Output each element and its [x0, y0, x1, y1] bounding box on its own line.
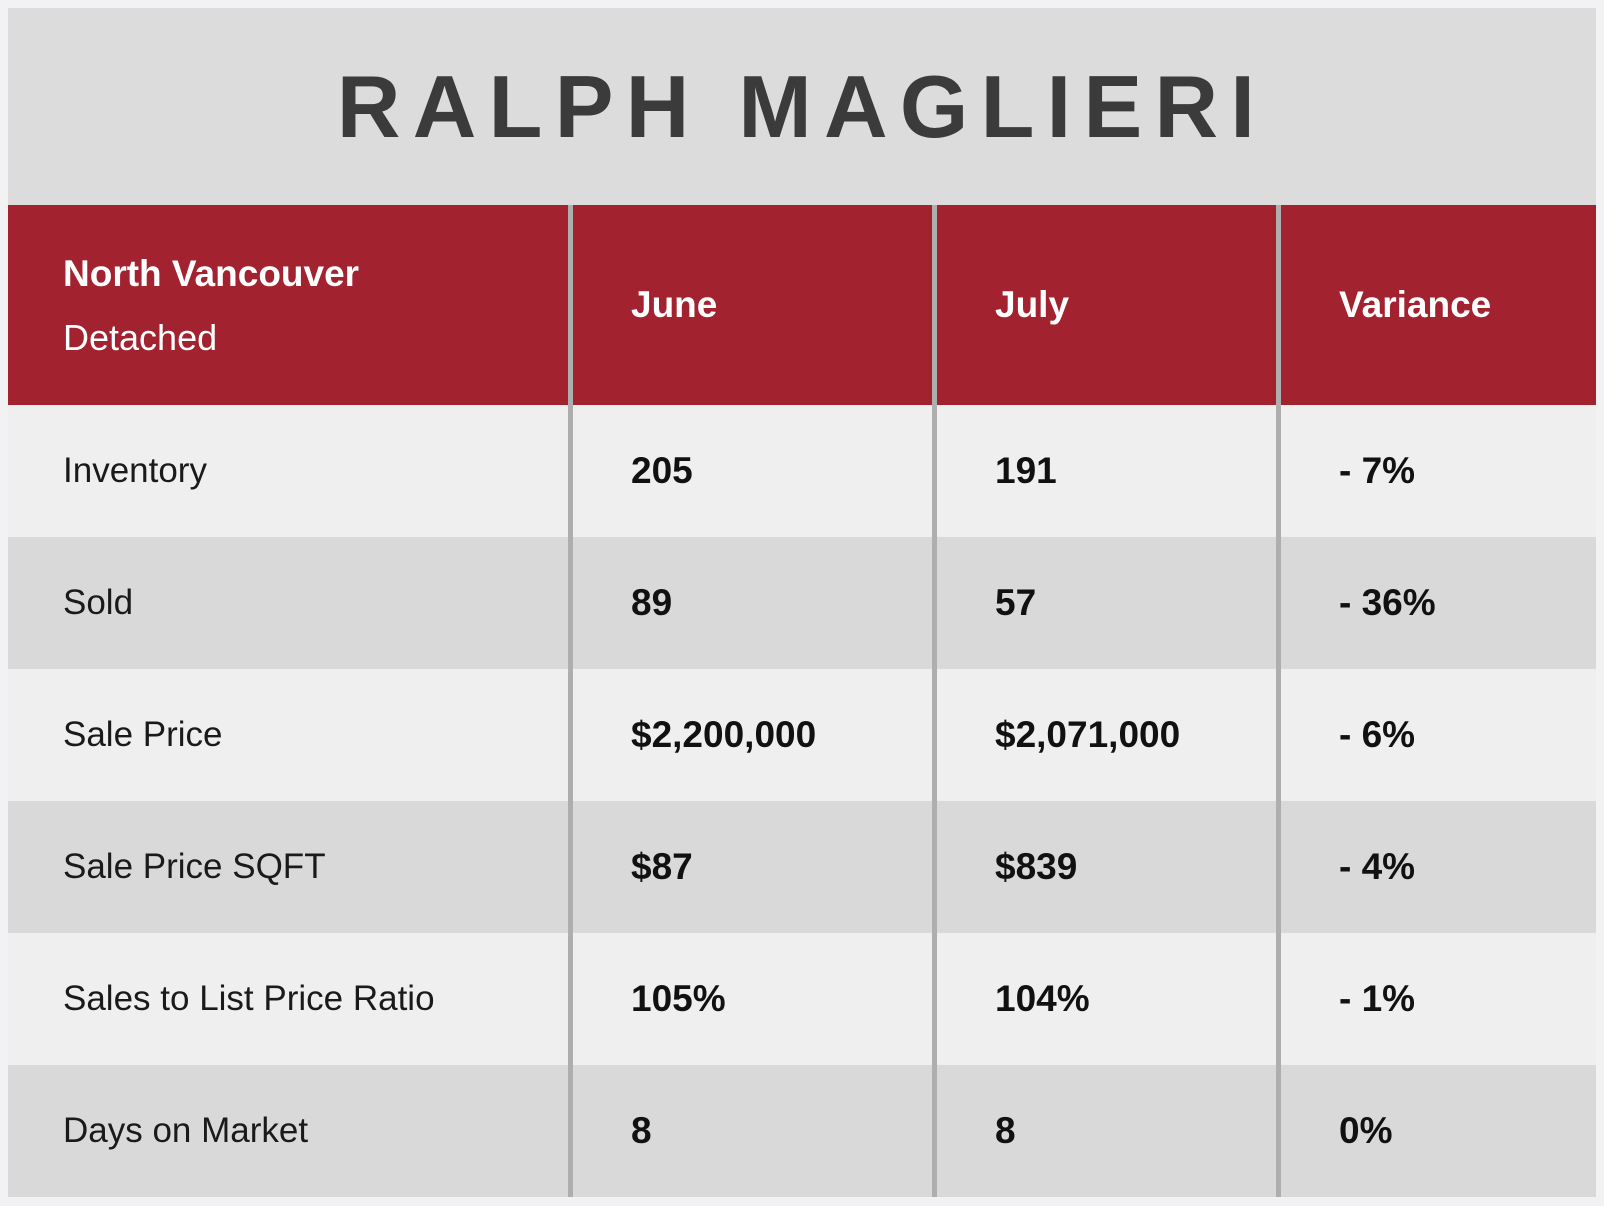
column-header-july: July [995, 284, 1070, 325]
header-cell-june: June [568, 205, 932, 405]
variance-value: 0% [1339, 1110, 1393, 1151]
stats-table: North Vancouver Detached June July Varia… [8, 205, 1596, 1197]
table-row-sale-price: Sale Price $2,200,000 $2,071,000 - 6% [8, 669, 1596, 801]
region-label: North Vancouver [63, 252, 360, 294]
column-header-variance: Variance [1339, 284, 1492, 325]
june-value: 105% [631, 978, 726, 1019]
page-title: RALPH MAGLIERI [336, 56, 1268, 156]
july-value: $2,071,000 [995, 714, 1181, 755]
july-value: 104% [995, 978, 1090, 1019]
row-label: Sold [63, 583, 134, 622]
table-row-sales-to-list-ratio: Sales to List Price Ratio 105% 104% - 1% [8, 933, 1596, 1065]
slide: RALPH MAGLIERI North Vancouver Detached … [8, 8, 1596, 1198]
column-header-june: June [631, 284, 718, 325]
july-value: $839 [995, 846, 1078, 887]
variance-value: - 7% [1339, 450, 1416, 491]
june-value: 8 [631, 1110, 652, 1151]
variance-value: - 6% [1339, 714, 1416, 755]
july-value: 57 [995, 582, 1037, 623]
header-cell-region: North Vancouver Detached [8, 205, 568, 405]
table-row-sale-price-sqft: Sale Price SQFT $87 $839 - 4% [8, 801, 1596, 933]
row-label: Sale Price [63, 715, 223, 754]
variance-value: - 1% [1339, 978, 1416, 1019]
variance-value: - 36% [1339, 582, 1436, 623]
header-cell-variance: Variance [1276, 205, 1596, 405]
row-label: Sale Price SQFT [63, 847, 326, 886]
june-value: 89 [631, 582, 673, 623]
row-label: Days on Market [63, 1111, 309, 1150]
segment-label: Detached [63, 316, 218, 358]
row-label: Inventory [63, 451, 207, 490]
table-row-inventory: Inventory 205 191 - 7% [8, 405, 1596, 537]
variance-value: - 4% [1339, 846, 1416, 887]
table-header-row: North Vancouver Detached June July Varia… [8, 205, 1596, 405]
june-value: $2,200,000 [631, 714, 817, 755]
title-band: RALPH MAGLIERI [8, 8, 1596, 205]
june-value: 205 [631, 450, 693, 491]
header-cell-july: July [932, 205, 1276, 405]
row-label: Sales to List Price Ratio [63, 979, 435, 1018]
table-row-days-on-market: Days on Market 8 8 0% [8, 1065, 1596, 1197]
july-value: 8 [995, 1110, 1016, 1151]
table-row-sold: Sold 89 57 - 36% [8, 537, 1596, 669]
june-value: $87 [631, 846, 693, 887]
july-value: 191 [995, 450, 1057, 491]
